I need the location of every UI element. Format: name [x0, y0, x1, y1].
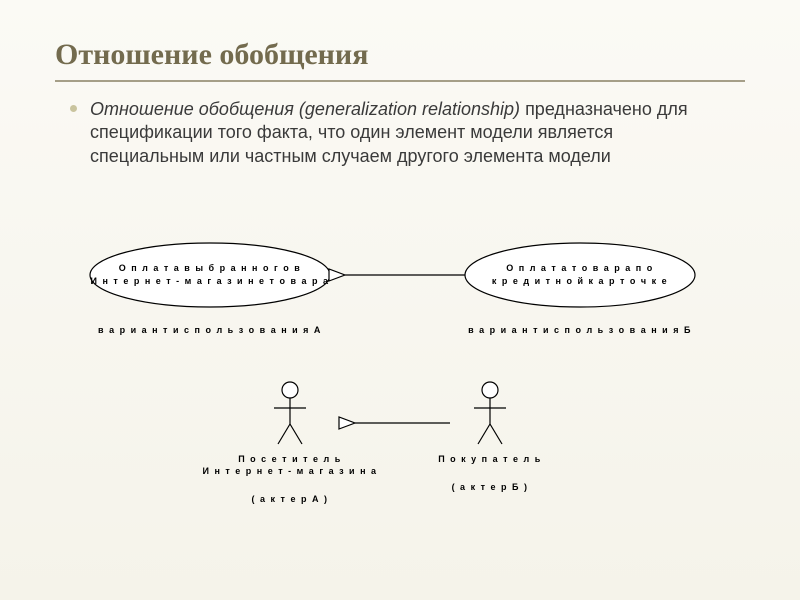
- use-case-label: к р е д и т н о й к а р т о ч к е: [492, 276, 668, 286]
- body-paragraph: Отношение обобщения (generalization rela…: [90, 98, 730, 168]
- use-case-caption: в а р и а н т и с п о л ь з о в а н и я …: [468, 325, 692, 335]
- title-underline: [55, 80, 745, 82]
- use-case-label: И н т е р н е т - м а г а з и н е т о в …: [91, 276, 330, 286]
- use-case-caption: в а р и а н т и с п о л ь з о в а н и я …: [98, 325, 322, 335]
- actor-caption: ( а к т е р А ): [252, 494, 329, 504]
- use-case-uc-a: [90, 243, 330, 307]
- slide: Отношение обобщения Отношение обобщения …: [0, 0, 800, 600]
- diagram-container: О п л а т а в ы б р а н н о г о в И н т е…: [55, 225, 745, 565]
- actor-label: П о с е т и т е л ь: [238, 454, 342, 464]
- actor-label: П о к у п а т е л ь: [438, 454, 542, 464]
- diagram-svg: О п л а т а в ы б р а н н о г о в И н т е…: [55, 225, 745, 565]
- bullet-icon: [70, 105, 77, 112]
- actor-actor-a: П о с е т и т е л ь И н т е р н е т - м а…: [202, 382, 377, 504]
- use-case-label: О п л а т а т о в а р а п о: [506, 263, 653, 273]
- slide-title: Отношение обобщения: [55, 38, 368, 72]
- body-lead-italic: Отношение обобщения (generalization rela…: [90, 99, 520, 119]
- actor-caption: ( а к т е р Б ): [452, 482, 529, 492]
- use-case-uc-b: [465, 243, 695, 307]
- actor-label: И н т е р н е т - м а г а з и н а: [202, 466, 377, 476]
- actor-actor-b: П о к у п а т е л ь ( а к т е р Б ): [438, 382, 542, 492]
- use-case-label: О п л а т а в ы б р а н н о г о в: [119, 263, 302, 273]
